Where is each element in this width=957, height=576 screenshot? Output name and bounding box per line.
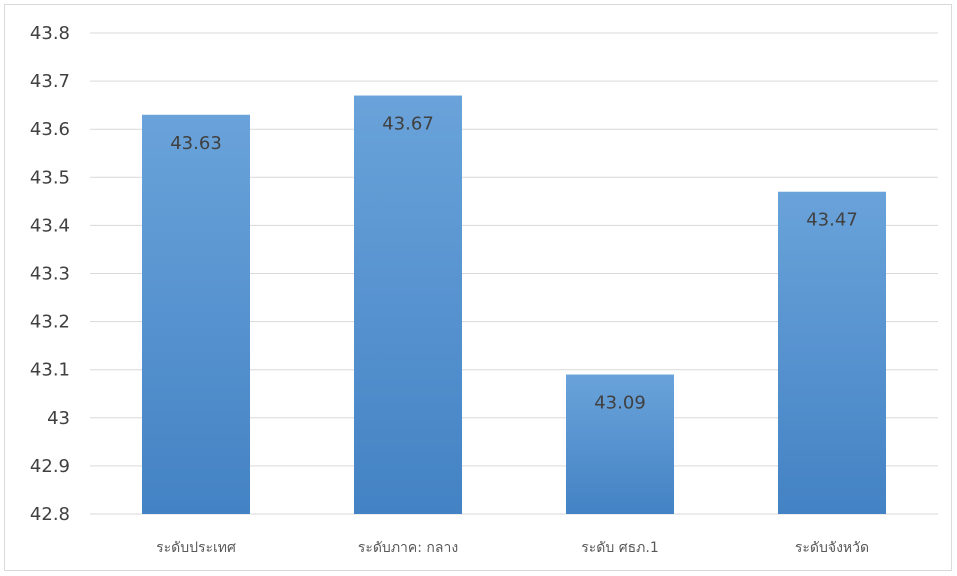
bar xyxy=(142,114,250,515)
y-tick-label: 42.8 xyxy=(30,504,70,525)
x-axis-ticks: ระดับประเทศ ระดับภาค: กลาง ระดับ ศธภ.1 ระดั… xyxy=(156,540,869,556)
y-tick-label: 43.7 xyxy=(30,71,70,92)
data-label: 43.47 xyxy=(806,210,858,231)
y-tick-label: 43.5 xyxy=(30,167,70,188)
y-tick-label: 43.4 xyxy=(30,215,70,236)
data-label: 43.09 xyxy=(594,393,646,414)
y-tick-label: 43.1 xyxy=(30,360,70,381)
bars xyxy=(142,95,886,515)
y-tick-label: 43.8 xyxy=(30,23,70,44)
y-tick-label: 43.6 xyxy=(30,119,70,140)
data-label: 43.63 xyxy=(170,133,222,154)
y-tick-label: 43 xyxy=(47,408,70,429)
x-tick-label: ระดับ ศธภ.1 xyxy=(581,540,659,556)
x-tick-label: ระดับจังหวัด xyxy=(795,540,869,556)
x-tick-label: ระดับภาค: กลาง xyxy=(358,540,458,556)
bar xyxy=(354,95,462,514)
bar xyxy=(566,374,674,514)
x-tick-label: ระดับประเทศ xyxy=(156,540,236,556)
data-labels: 43.63 43.67 43.09 43.47 xyxy=(170,114,858,414)
bar xyxy=(778,191,886,515)
data-label: 43.67 xyxy=(382,114,434,135)
y-tick-label: 43.3 xyxy=(30,264,70,285)
y-tick-label: 43.2 xyxy=(30,312,70,333)
y-axis-ticks: 42.8 42.9 43 43.1 43.2 43.3 43.4 43.5 43.6 43.7 43… xyxy=(30,23,70,525)
y-tick-label: 42.9 xyxy=(30,456,70,477)
